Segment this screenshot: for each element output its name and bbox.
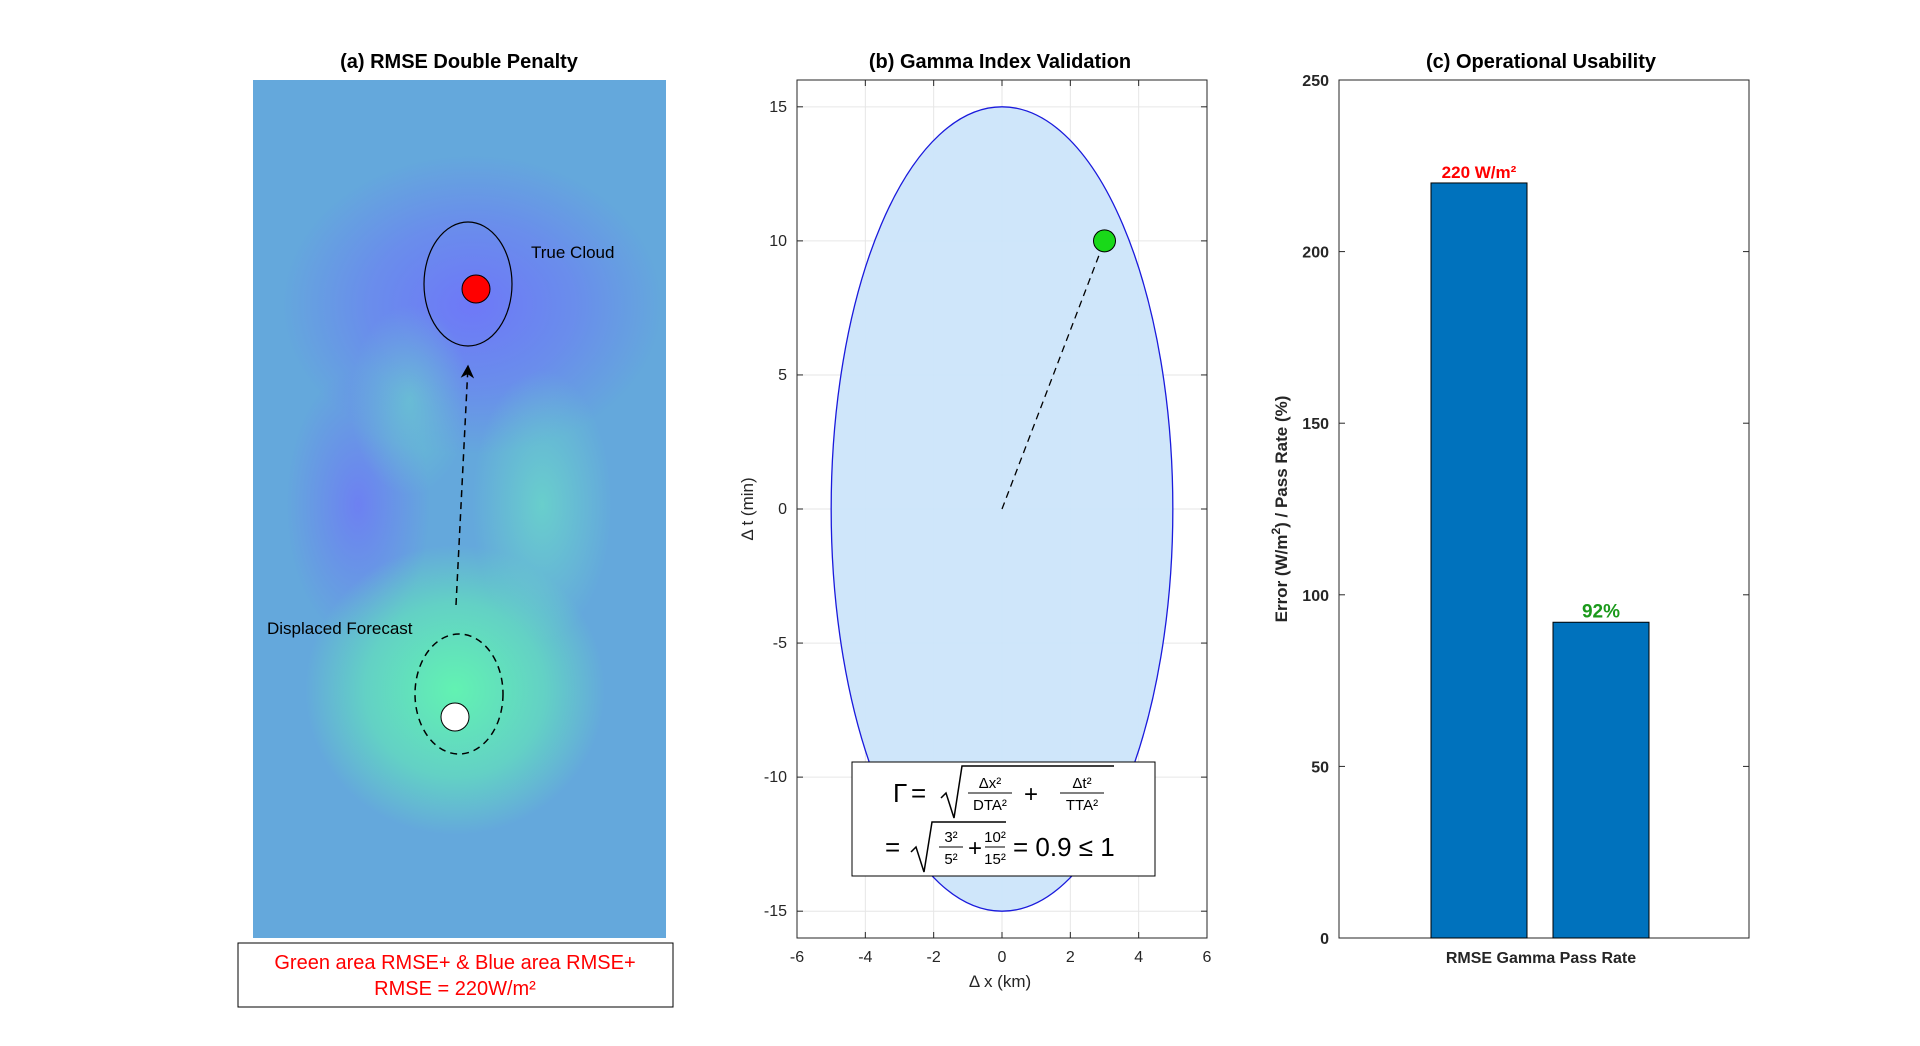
formula-plus-2: + xyxy=(968,835,982,862)
panel-c-axes-box xyxy=(1338,79,1750,939)
gamma-formula-box xyxy=(851,761,1156,877)
x-tick-label-1: -4 xyxy=(858,949,872,966)
rmse-note-box xyxy=(237,942,674,1008)
true-cloud-contour xyxy=(423,221,513,347)
rmse-note-line2: RMSE = 220W/m² xyxy=(374,978,536,1000)
heatmap-blobs xyxy=(282,155,662,835)
x-tick-label-3: 0 xyxy=(998,949,1007,966)
ylabel-sup: 2 xyxy=(1269,528,1283,535)
panel-c-xticklabel: RMSE Gamma Pass Rate xyxy=(1446,950,1636,967)
panel-c-title: (c) Operational Usability xyxy=(1426,51,1657,73)
c-y-tick-label-4: 200 xyxy=(1302,245,1329,262)
formula-result: = 0.9 ≤ 1 xyxy=(1013,832,1115,862)
panel-b-xlabel: Δ x (km) xyxy=(969,972,1031,991)
bar-value-label-0: 220 W/m² xyxy=(1442,163,1517,182)
x-tick-label-6: 6 xyxy=(1203,949,1212,966)
true-cloud-marker xyxy=(461,274,491,304)
formula-term1-num: Δx² xyxy=(979,775,1002,792)
forecast-contour xyxy=(414,633,504,755)
gamma-formula: Γ = Δx² DTA² + Δt² TTA² = 3² 5² + 10² 15… xyxy=(885,765,1115,873)
x-tick-label-2: -2 xyxy=(927,949,941,966)
sqrt-sign-2 xyxy=(910,821,1006,873)
forecast-marker xyxy=(440,702,470,732)
y-tick-label-0: -15 xyxy=(764,903,787,920)
formula-num2: 10² xyxy=(984,829,1006,846)
forecast-point xyxy=(1093,229,1116,253)
c-y-tick-label-3: 150 xyxy=(1302,416,1329,433)
formula-equals-1: = xyxy=(911,778,926,808)
bar-value-label-1: 92% xyxy=(1582,601,1620,622)
panel-b-ylabel: Δ t (min) xyxy=(738,477,757,540)
y-tick-label-2: -5 xyxy=(773,635,787,652)
displacement-arrow xyxy=(455,364,475,606)
panel-b: (b) Gamma Index Validation -6 -4 -2 0 2 4 6 -15… xyxy=(738,51,1212,991)
panel-a: (a) RMSE Double Penalty True Cloud Displ… xyxy=(237,51,674,1008)
ylabel-rest: ) / Pass Rate (%) xyxy=(1272,396,1291,528)
panel-b-plot xyxy=(830,106,1174,912)
right-green-blob xyxy=(472,370,612,640)
y-tick-label-1: -10 xyxy=(764,769,787,786)
formula-plus-1: + xyxy=(1024,781,1038,808)
formula-gamma: Γ xyxy=(893,778,907,808)
y-tick-label-5: 10 xyxy=(769,233,787,250)
formula-term2-den: TTA² xyxy=(1066,797,1098,814)
panel-b-ticks: -6 -4 -2 0 2 4 6 -15 -10 -5 0 5 10 15 xyxy=(764,80,1212,966)
formula-den1: 5² xyxy=(944,851,957,868)
panel-a-title: (a) RMSE Double Penalty xyxy=(340,51,579,73)
y-tick-label-3: 0 xyxy=(778,501,787,518)
c-y-tick-label-2: 100 xyxy=(1302,588,1329,605)
rmse-note-line1: Green area RMSE+ & Blue area RMSE+ xyxy=(274,952,635,974)
y-tick-label-4: 5 xyxy=(778,367,787,384)
formula-term2-num: Δt² xyxy=(1072,775,1091,792)
formula-equals-2: = xyxy=(885,832,900,862)
formula-num1: 3² xyxy=(944,829,957,846)
x-tick-label-5: 4 xyxy=(1134,949,1143,966)
panel-c: (c) Operational Usability 220 W/m² 92% 0 5… xyxy=(1269,51,1750,967)
upper-green-blob xyxy=(350,305,470,495)
panel-c-ylabel: Error (W/m2) / Pass Rate (%) xyxy=(1269,396,1291,623)
bar-rmse xyxy=(1430,182,1528,939)
formula-term1-den: DTA² xyxy=(973,797,1007,814)
panel-b-title: (b) Gamma Index Validation xyxy=(869,51,1131,73)
formula-den2: 15² xyxy=(984,851,1006,868)
sqrt-sign-1 xyxy=(940,765,1114,819)
panel-c-bars: 220 W/m² 92% xyxy=(1430,163,1650,939)
c-y-tick-label-5: 250 xyxy=(1302,73,1329,90)
y-tick-label-6: 15 xyxy=(769,99,787,116)
true-cloud-label: True Cloud xyxy=(531,243,614,262)
x-tick-label-0: -6 xyxy=(790,949,804,966)
panel-c-ticks: 0 50 100 150 200 250 xyxy=(1302,73,1749,948)
ylabel-main: Error (W/m xyxy=(1272,535,1291,623)
forecast-label: Displaced Forecast xyxy=(267,619,413,638)
x-tick-label-4: 2 xyxy=(1066,949,1075,966)
c-y-tick-label-1: 50 xyxy=(1311,759,1329,776)
c-y-tick-label-0: 0 xyxy=(1320,931,1329,948)
bar-gamma-pass-rate xyxy=(1552,621,1650,939)
